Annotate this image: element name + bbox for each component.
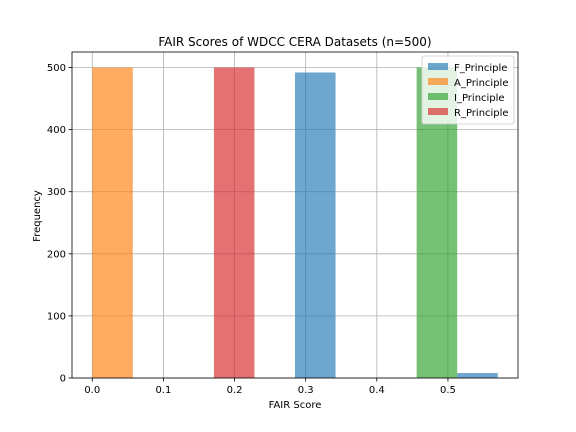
bar-a-principle	[92, 67, 133, 379]
x-axis-label: FAIR Score	[269, 400, 322, 411]
bar-r-principle	[213, 67, 255, 379]
bar-f-principle	[295, 72, 336, 379]
legend-swatch	[428, 63, 448, 70]
y-axis-label: Frequency	[32, 190, 43, 242]
y-tick-label: 0	[60, 374, 66, 385]
legend-swatch	[428, 108, 448, 115]
y-tick-label: 200	[47, 249, 66, 260]
legend-label: I_Principle	[454, 93, 505, 104]
x-tick-label: 0.1	[155, 385, 171, 396]
y-tick-label: 400	[47, 125, 66, 136]
x-tick-label: 0.4	[369, 385, 385, 396]
x-axis-ticks: 0.0 0.1 0.2 0.3 0.4 0.5	[84, 378, 456, 396]
legend-swatch	[428, 78, 448, 85]
chart-title: FAIR Scores of WDCC CERA Datasets (n=500…	[158, 35, 431, 49]
y-tick-label: 300	[47, 187, 66, 198]
y-tick-label: 100	[47, 311, 66, 322]
x-tick-label: 0.3	[298, 385, 314, 396]
legend-box	[421, 55, 515, 125]
legend-swatch	[428, 93, 448, 100]
legend: F_Principle A_Principle I_Principle R_Princ…	[421, 55, 515, 125]
x-tick-label: 0.2	[227, 385, 243, 396]
x-tick-label: 0.5	[440, 385, 456, 396]
plot-frame	[71, 51, 519, 379]
legend-label: R_Principle	[454, 108, 509, 119]
x-tick-label: 0.0	[84, 385, 100, 396]
y-tick-label: 500	[47, 63, 66, 74]
bar-f-principle	[457, 373, 498, 378]
legend-label: F_Principle	[454, 63, 507, 74]
legend-label: A_Principle	[454, 78, 508, 89]
y-axis-ticks: 0 100 200 300 400 500	[47, 63, 72, 385]
